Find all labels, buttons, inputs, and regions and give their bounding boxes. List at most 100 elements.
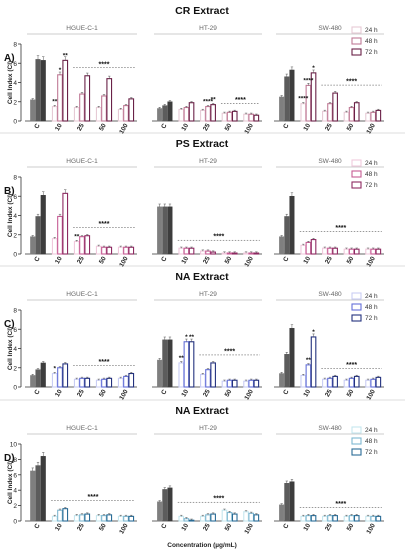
- significance-label: *: [185, 334, 188, 341]
- bar: [40, 362, 46, 388]
- legend-swatch: [351, 37, 362, 45]
- y-tick-label: 2: [13, 365, 17, 372]
- significance-label: ****: [213, 234, 224, 241]
- y-tick-label: 2: [13, 232, 17, 239]
- panel-title: NA Extract: [175, 271, 229, 283]
- x-tick-label: 50: [346, 388, 356, 398]
- y-tick-label: 4: [13, 80, 17, 87]
- x-tick-label: 50: [98, 122, 108, 132]
- bar: [310, 515, 317, 522]
- bar: [248, 512, 255, 522]
- bar: [128, 246, 135, 255]
- x-tick-label: 25: [324, 122, 334, 132]
- x-tick-label: C: [160, 388, 169, 396]
- bar: [305, 241, 312, 255]
- x-tick-label: C: [282, 122, 291, 130]
- x-tick-label: 50: [98, 522, 108, 532]
- bar: [183, 341, 190, 388]
- x-tick-label: 25: [324, 388, 334, 398]
- bar: [162, 105, 168, 122]
- bar: [305, 364, 312, 388]
- bar: [289, 328, 295, 388]
- x-tick-label: 10: [302, 388, 312, 398]
- x-tick-label: 25: [202, 255, 212, 265]
- bar: [117, 108, 124, 122]
- y-axis-label: Cell Index (CI): [7, 461, 14, 504]
- significance-label: **: [52, 99, 58, 106]
- bar: [73, 515, 80, 522]
- x-tick-label: 50: [224, 522, 234, 532]
- bar: [117, 246, 124, 255]
- bar: [188, 519, 195, 522]
- x-tick-label: C: [33, 388, 42, 396]
- bar: [57, 509, 63, 522]
- significance-label: ****: [335, 225, 346, 232]
- group-label: HGUE-C-1: [66, 25, 98, 32]
- x-tick-label: 50: [224, 122, 234, 132]
- bar: [162, 489, 168, 522]
- x-axis-label: Concentration (µg/mL): [167, 542, 236, 549]
- y-tick-label: 8: [13, 308, 17, 315]
- bar: [51, 372, 58, 388]
- bar: [123, 105, 129, 122]
- x-tick-label: 100: [365, 522, 377, 535]
- x-tick-label: C: [33, 122, 42, 130]
- bar: [305, 515, 312, 522]
- legend-swatch: [351, 26, 362, 34]
- bar: [370, 378, 377, 388]
- significance-label: **: [211, 97, 217, 104]
- bar: [106, 377, 113, 388]
- bar: [205, 514, 211, 522]
- panel-letter: D): [4, 453, 15, 464]
- panel-letter: C): [4, 319, 15, 330]
- legend-swatch: [351, 170, 362, 178]
- x-tick-label: C: [160, 522, 169, 530]
- significance-label: ****: [88, 494, 99, 501]
- x-tick-label: 100: [243, 388, 255, 401]
- significance-label: ****: [99, 359, 110, 366]
- bar: [375, 109, 382, 122]
- bar: [84, 377, 91, 388]
- x-tick-label: 25: [76, 388, 86, 398]
- panel-title: NA Extract: [175, 405, 229, 417]
- significance-label: ****: [303, 77, 314, 84]
- bar: [157, 359, 163, 388]
- bar: [248, 379, 255, 388]
- legend-label: 48 h: [365, 171, 378, 178]
- bar: [51, 238, 58, 255]
- significance-label: **: [189, 334, 195, 341]
- bar: [101, 515, 107, 522]
- group-label: HT-29: [199, 25, 217, 32]
- bar: [284, 483, 290, 522]
- significance-label: *: [312, 329, 315, 336]
- x-tick-label: 10: [54, 122, 64, 132]
- bar: [51, 515, 58, 522]
- panel-title: CR Extract: [175, 5, 229, 17]
- y-tick-label: 6: [13, 194, 17, 201]
- bar: [123, 375, 129, 388]
- bar: [40, 195, 46, 255]
- bar: [365, 379, 371, 388]
- y-tick-label: 6: [13, 472, 17, 479]
- x-tick-label: 25: [202, 522, 212, 532]
- bar: [343, 515, 350, 522]
- bar: [284, 76, 290, 122]
- bar: [188, 341, 195, 388]
- bar: [178, 515, 185, 522]
- bar: [226, 111, 233, 122]
- bar: [167, 101, 173, 122]
- bar: [95, 379, 102, 388]
- bar: [253, 379, 260, 388]
- x-tick-label: 100: [118, 255, 130, 268]
- x-tick-label: 100: [243, 522, 255, 535]
- bar: [30, 99, 36, 122]
- y-tick-label: 8: [13, 175, 17, 182]
- y-axis-label: Cell Index (CI): [7, 61, 14, 104]
- bar: [79, 236, 85, 255]
- bar: [30, 375, 36, 388]
- bar: [300, 515, 307, 522]
- y-tick-label: 6: [13, 327, 17, 334]
- significance-label: **: [179, 355, 185, 362]
- bar: [322, 247, 328, 255]
- x-tick-label: 50: [346, 122, 356, 132]
